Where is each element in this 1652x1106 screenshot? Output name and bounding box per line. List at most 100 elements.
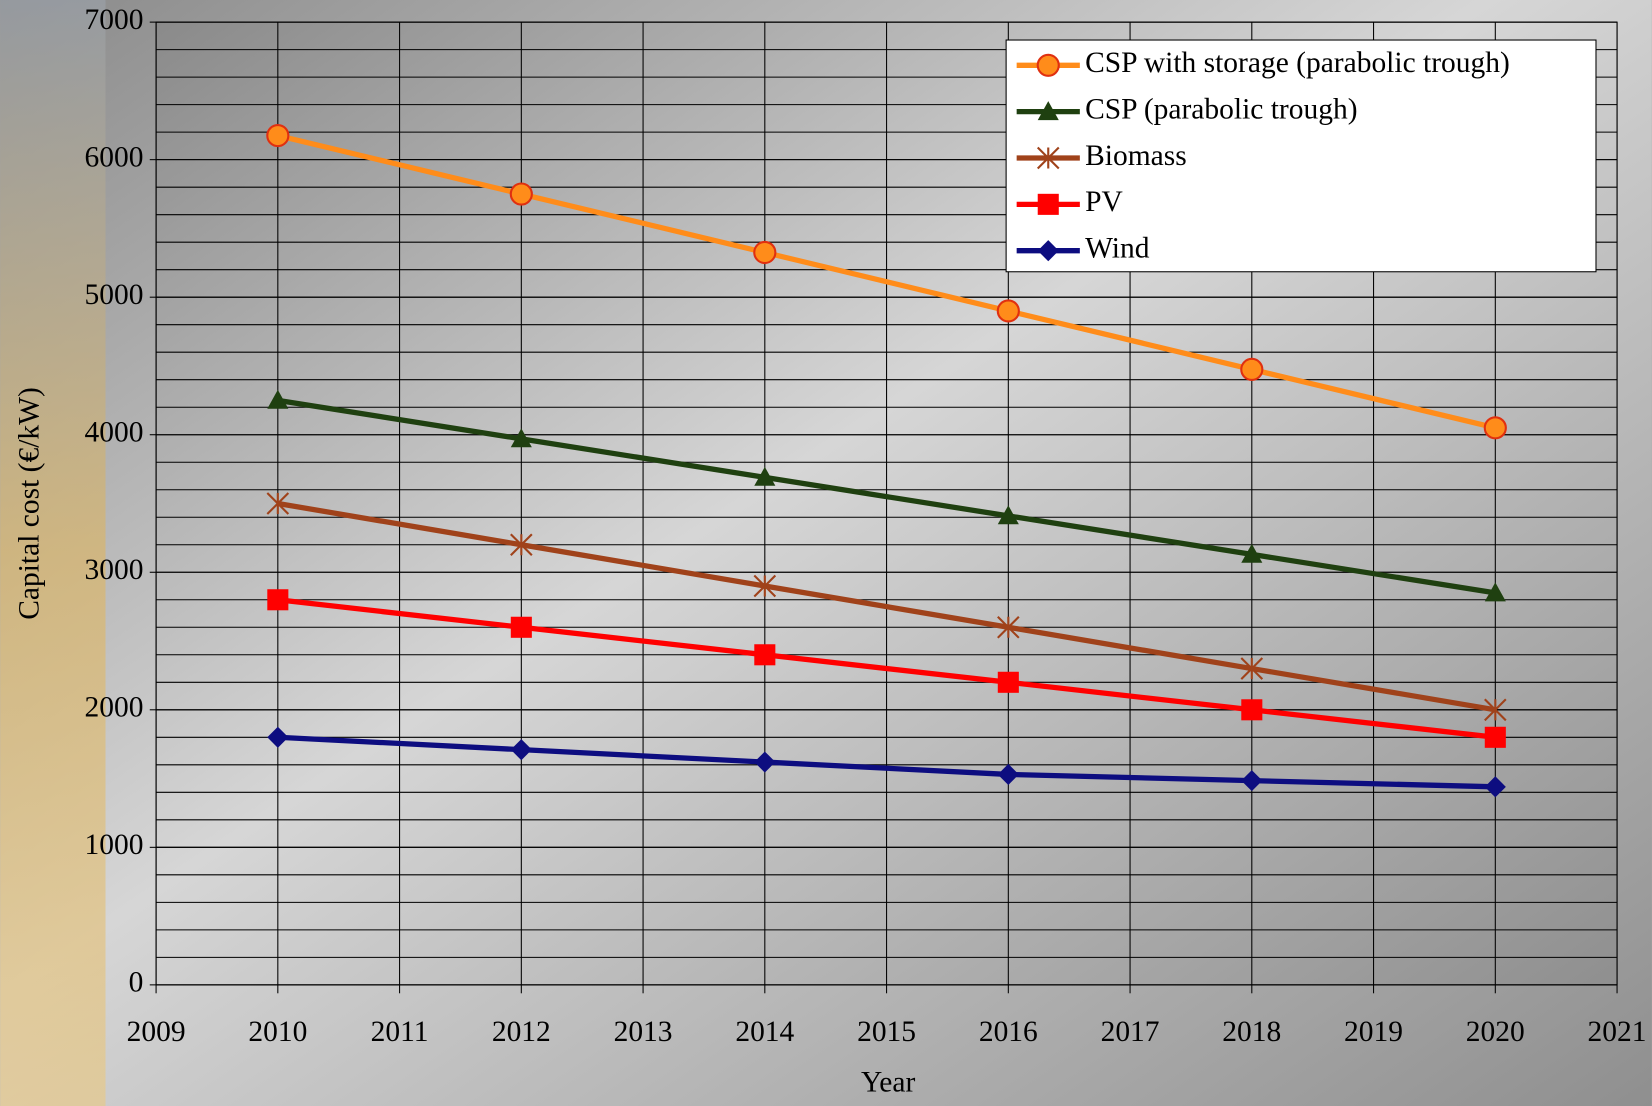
marker	[266, 492, 290, 515]
x-axis-label: Year	[861, 1067, 916, 1099]
x-tick-label: 2017	[1101, 1016, 1160, 1048]
legend-label: CSP (parabolic trough)	[1085, 93, 1357, 125]
marker-shape	[266, 123, 290, 148]
marker-shape	[754, 751, 776, 773]
marker-shape	[753, 574, 777, 598]
marker-shape	[1036, 146, 1060, 170]
marker	[510, 616, 532, 638]
x-tick-label: 2009	[127, 1016, 186, 1048]
marker	[754, 466, 776, 486]
marker	[753, 240, 777, 265]
marker-shape	[1036, 53, 1060, 77]
marker	[1240, 657, 1264, 680]
marker-shape	[1037, 101, 1059, 121]
x-tick-label: 2013	[614, 1016, 673, 1048]
series-line	[277, 734, 1496, 790]
marker	[996, 299, 1020, 323]
x-tick-label: 2014	[735, 1016, 794, 1048]
x-tick-label: 2010	[248, 1016, 307, 1048]
marker	[267, 389, 289, 409]
marker-shape	[1484, 582, 1506, 602]
x-tick-label: 2012	[492, 1016, 551, 1048]
marker-shape	[754, 466, 776, 486]
marker	[510, 739, 532, 761]
legend-box	[1005, 39, 1597, 273]
marker	[1484, 582, 1506, 602]
marker	[510, 533, 533, 557]
x-tick-label: 2018	[1222, 1016, 1281, 1048]
y-axis-label: Capital cost (€/kW)	[14, 387, 46, 620]
x-tick-label: 2020	[1466, 1016, 1525, 1048]
x-tick-label: 2021	[1588, 1016, 1647, 1048]
y-tick-label: 2000	[84, 692, 143, 724]
marker	[1037, 193, 1059, 215]
x-tick-label: 2015	[857, 1016, 916, 1048]
marker-shape	[997, 505, 1019, 525]
marker	[1484, 698, 1507, 722]
marker	[1484, 726, 1506, 748]
marker-shape	[509, 182, 533, 206]
y-tick-label: 5000	[84, 279, 143, 311]
marker-shape	[1483, 416, 1507, 440]
marker-shape	[1240, 357, 1264, 381]
marker	[997, 671, 1019, 693]
marker-shape	[754, 644, 776, 666]
marker-shape	[1241, 543, 1263, 563]
marker	[266, 123, 290, 148]
side-decoration	[0, 0, 106, 1106]
marker	[754, 751, 776, 773]
x-tick-label: 2011	[371, 1016, 429, 1048]
marker-shape	[267, 589, 289, 611]
marker-shape	[1037, 240, 1059, 262]
y-tick-label: 4000	[84, 416, 143, 448]
y-tick-label: 6000	[84, 141, 143, 173]
marker-shape	[1037, 193, 1059, 215]
series-line	[277, 597, 1496, 740]
x-tick-label: 2019	[1344, 1016, 1403, 1048]
legend: CSP with storage (parabolic trough) CSP (…	[1005, 39, 1597, 273]
marker-shape	[997, 671, 1019, 693]
marker-shape	[510, 616, 532, 638]
series-line	[277, 133, 1496, 431]
marker-shape	[1484, 698, 1507, 722]
marker-shape	[1241, 770, 1263, 792]
marker-shape	[997, 615, 1020, 639]
marker-shape	[1241, 699, 1263, 721]
marker-shape	[510, 428, 532, 448]
marker	[753, 574, 777, 598]
marker	[1240, 357, 1264, 381]
marker-shape	[753, 240, 777, 265]
legend-label: PV	[1085, 186, 1123, 218]
marker	[510, 428, 532, 448]
legend-label: CSP with storage (parabolic trough)	[1085, 47, 1510, 79]
marker	[997, 763, 1019, 785]
marker	[1037, 240, 1059, 262]
marker-shape	[997, 763, 1019, 785]
marker-shape	[1240, 657, 1264, 680]
x-tick-label: 2016	[979, 1016, 1038, 1048]
y-tick-label: 7000	[84, 4, 143, 36]
marker	[1241, 543, 1263, 563]
marker-shape	[267, 389, 289, 409]
series-line	[277, 500, 1496, 713]
legend-label: Biomass	[1085, 140, 1187, 172]
y-tick-label: 3000	[84, 554, 143, 586]
marker	[1241, 770, 1263, 792]
marker	[1483, 416, 1507, 440]
marker	[997, 615, 1020, 639]
marker	[509, 182, 533, 206]
marker-shape	[1484, 726, 1506, 748]
marker	[1241, 699, 1263, 721]
series-line	[277, 397, 1496, 596]
marker	[1036, 146, 1060, 170]
marker-shape	[510, 533, 533, 557]
marker	[1037, 101, 1059, 121]
y-tick-label: 0	[129, 967, 144, 999]
marker	[267, 589, 289, 611]
marker-shape	[996, 299, 1020, 323]
y-tick-label: 1000	[84, 829, 143, 861]
legend-label: Wind	[1085, 232, 1150, 264]
marker	[997, 505, 1019, 525]
marker-shape	[266, 492, 290, 515]
